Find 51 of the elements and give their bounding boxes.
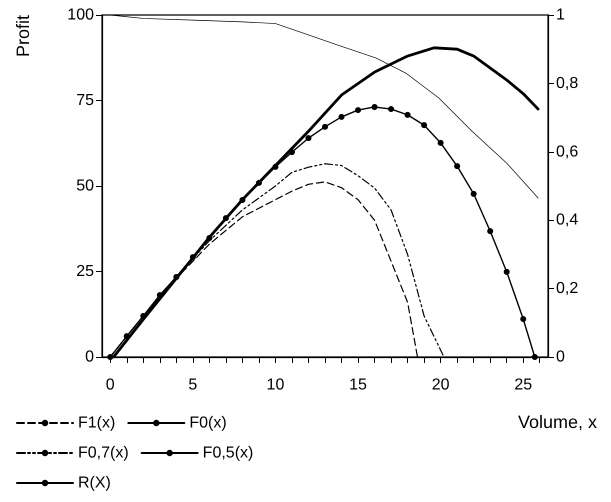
point — [487, 228, 494, 234]
y-tick-label: 100 — [67, 6, 94, 24]
y2-tick-label: 0 — [556, 348, 565, 366]
x-tick-label: 10 — [266, 376, 284, 394]
point — [124, 333, 130, 340]
legend-label: F1(x) — [78, 414, 116, 432]
point — [288, 149, 295, 156]
point — [206, 234, 212, 241]
point — [190, 254, 196, 260]
point — [438, 140, 444, 146]
point — [404, 112, 411, 118]
point — [520, 316, 526, 322]
x-tick-label: 15 — [349, 376, 368, 394]
y2-tick-label: 0,2 — [556, 280, 578, 298]
y-tick-label: 0 — [85, 348, 94, 366]
legend-label: R(X) — [78, 474, 111, 492]
point — [504, 268, 510, 275]
x-tick-label: 0 — [106, 376, 115, 394]
legend-label: F0(x) — [189, 414, 227, 432]
y2-tick-label: 0,4 — [556, 212, 578, 229]
legend-label: F0,5(x) — [202, 444, 254, 462]
point — [305, 135, 312, 142]
point — [173, 274, 180, 280]
point — [532, 354, 538, 360]
y2-tick-label: 0,8 — [556, 74, 578, 92]
point — [355, 107, 362, 114]
x-tick-label: 20 — [432, 376, 450, 394]
point — [222, 215, 229, 222]
point — [140, 312, 146, 319]
y-axis-title: Profit — [13, 14, 33, 58]
y2-tick-label: 1 — [556, 6, 565, 24]
point — [239, 197, 246, 204]
y-tick-label: 25 — [76, 263, 94, 280]
point — [372, 104, 378, 110]
point — [338, 114, 345, 120]
point — [256, 180, 262, 186]
y-tick-label: 50 — [76, 178, 94, 194]
x-tick-label: 5 — [188, 376, 198, 394]
point — [454, 163, 460, 170]
point — [421, 122, 428, 128]
legend-label: F0,7(x) — [78, 444, 129, 462]
point — [322, 124, 328, 130]
point — [470, 190, 477, 197]
point — [388, 106, 394, 112]
y-tick-label: 75 — [76, 92, 94, 109]
point — [272, 164, 278, 170]
point — [156, 292, 163, 298]
point — [107, 354, 114, 360]
y2-tick-label: 0,6 — [556, 143, 578, 160]
x-axis-title: Volume, x — [518, 412, 598, 432]
x-tick-label: 25 — [514, 376, 532, 394]
